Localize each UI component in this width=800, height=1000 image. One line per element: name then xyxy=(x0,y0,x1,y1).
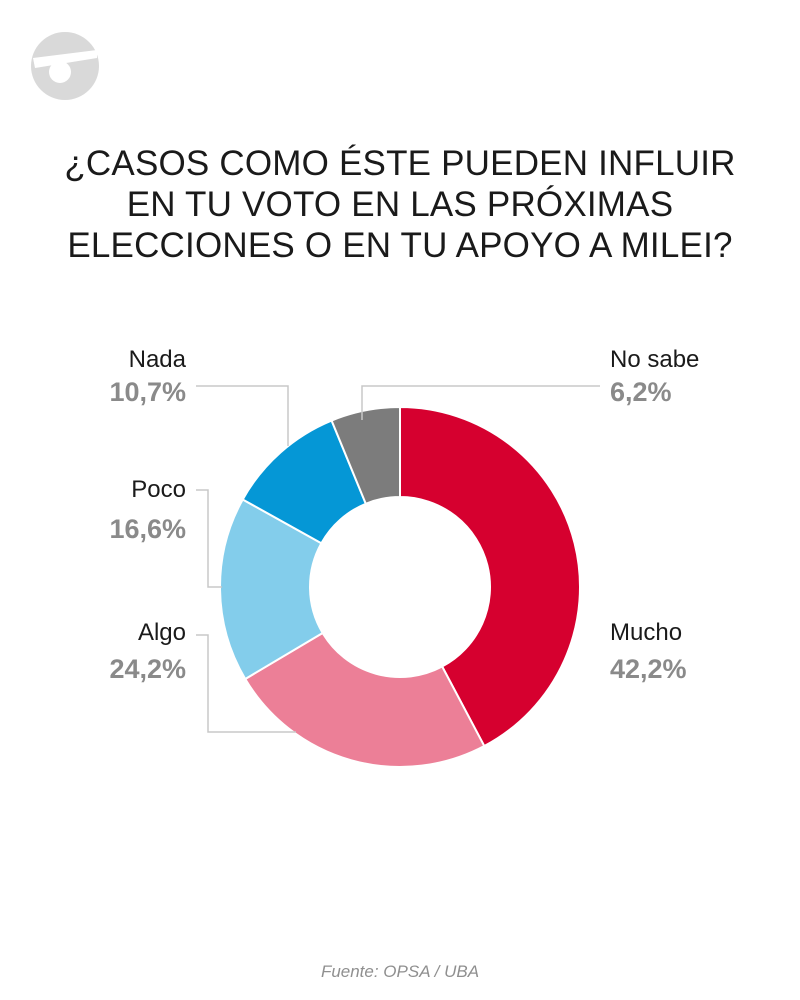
category-label-algo: Algo xyxy=(138,619,186,646)
donut-slice-mucho xyxy=(399,405,581,748)
title-line: ELECCIONES O EN TU APOYO A MILEI? xyxy=(67,226,733,265)
donut-slice-no-sabe xyxy=(330,405,401,506)
value-label-nada: 10,7% xyxy=(109,377,186,407)
donut-slices xyxy=(219,405,581,768)
connector-nada xyxy=(196,385,289,446)
value-label-mucho: 42,2% xyxy=(610,654,687,684)
source-note: Fuente: OPSA / UBA xyxy=(320,962,480,981)
connector-algo xyxy=(196,634,296,733)
category-label-mucho: Mucho xyxy=(610,619,682,646)
value-label-algo: 24,2% xyxy=(109,654,186,684)
chart-title: ¿CASOS COMO ÉSTE PUEDEN INFLUIR EN TU VO… xyxy=(0,143,800,266)
value-label-poco: 16,6% xyxy=(109,514,186,544)
category-label-nada: Nada xyxy=(129,346,187,373)
title-line: EN TU VOTO EN LAS PRÓXIMAS xyxy=(126,185,674,224)
label-connectors xyxy=(196,385,600,733)
connector-poco xyxy=(196,489,222,588)
value-label-no-sabe: 6,2% xyxy=(610,377,672,407)
donut-slice-algo xyxy=(243,631,486,768)
logo-icon xyxy=(31,32,99,100)
category-label-no-sabe: No sabe xyxy=(610,346,699,373)
title-line: ¿CASOS COMO ÉSTE PUEDEN INFLUIR xyxy=(64,144,736,183)
connector-no-sabe xyxy=(361,385,600,420)
donut-slice-poco xyxy=(219,498,325,681)
category-label-poco: Poco xyxy=(131,476,186,503)
